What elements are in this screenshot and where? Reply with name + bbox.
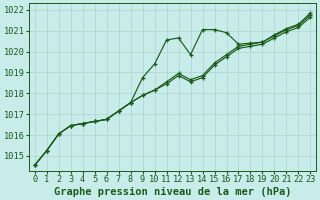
- X-axis label: Graphe pression niveau de la mer (hPa): Graphe pression niveau de la mer (hPa): [54, 186, 291, 197]
